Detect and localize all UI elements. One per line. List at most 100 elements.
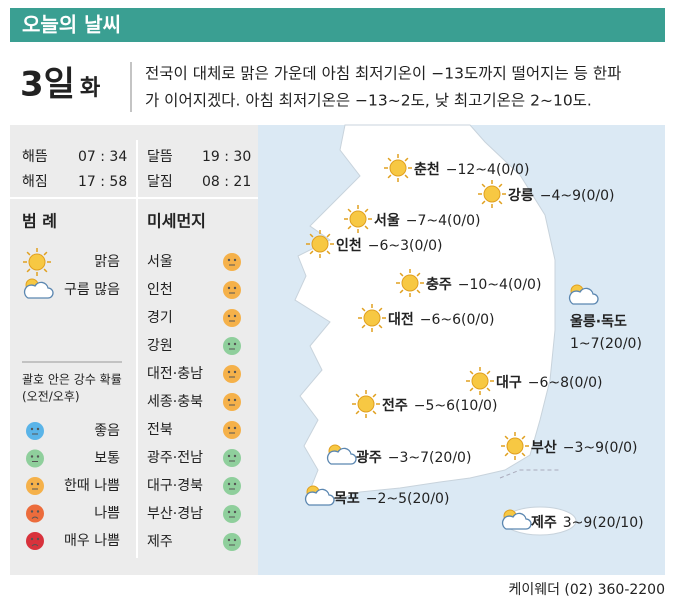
- eye: [30, 427, 34, 431]
- eye: [233, 454, 237, 458]
- sun-icon: [344, 205, 372, 233]
- grade-label: 좋음: [94, 423, 120, 439]
- city-name: 광주: [356, 449, 382, 466]
- dust-region: 대구·경북: [147, 478, 203, 494]
- sun-ray: [326, 250, 331, 255]
- eye: [227, 538, 231, 542]
- sun-ray: [469, 370, 474, 375]
- eye: [233, 398, 237, 402]
- face: [223, 421, 241, 439]
- dust-region: 부산·경남: [147, 506, 203, 522]
- sun-ray: [43, 251, 48, 256]
- eye: [227, 482, 231, 486]
- face: [26, 449, 44, 468]
- sun-disc: [357, 395, 375, 413]
- eye: [233, 314, 237, 318]
- sun-ray: [404, 174, 409, 179]
- face: [26, 504, 44, 523]
- city-value: −10~4(0/0): [458, 277, 542, 293]
- eye: [30, 455, 34, 458]
- sun-ray: [486, 370, 491, 375]
- eye: [36, 482, 40, 486]
- eye: [227, 426, 231, 430]
- sun-ray: [387, 157, 392, 162]
- face: [26, 477, 44, 495]
- city-value: −6~8(0/0): [528, 375, 603, 391]
- city-value: −6~3(0/0): [368, 238, 443, 254]
- face: [26, 422, 44, 440]
- sun-ray: [399, 272, 404, 277]
- sun-ray: [378, 307, 383, 312]
- face: [223, 253, 241, 271]
- dust-face: [26, 477, 44, 495]
- sun-ray: [372, 393, 377, 398]
- dust-face: [223, 505, 241, 523]
- sun-ray: [481, 183, 486, 188]
- city-value: 1~7(20/0): [570, 336, 642, 352]
- eye: [36, 510, 40, 513]
- city-name: 목포: [334, 491, 360, 507]
- summary: 전국이 대체로 맑은 가운데 아침 최저기온이 −13도까지 떨어지는 등 한파: [145, 65, 621, 83]
- cloud-icon: [568, 287, 599, 305]
- cloud-icon: [326, 447, 357, 465]
- eye: [233, 258, 237, 262]
- sun-ray: [355, 410, 360, 415]
- dust-region: 세종·충북: [147, 394, 203, 410]
- eye: [36, 537, 40, 541]
- city-name: 제주: [531, 515, 557, 531]
- sun-disc: [311, 235, 329, 253]
- sun-ray: [498, 183, 503, 188]
- legend-label: 구름 많음: [64, 282, 120, 298]
- sun-disc: [401, 274, 419, 292]
- sun-disc: [28, 253, 46, 271]
- dust-title: 미세먼지: [147, 212, 206, 231]
- cloud-icon: [501, 512, 532, 530]
- mouth: [31, 544, 39, 547]
- dust-face: [223, 449, 241, 467]
- moon-label: 달뜸: [147, 149, 173, 165]
- city-name: 강릉: [508, 187, 534, 204]
- day: 3일: [20, 65, 75, 105]
- dust-face: [223, 533, 241, 551]
- legend-label: 맑음: [94, 254, 120, 270]
- grade-label: 매우 나쁨: [64, 533, 120, 549]
- moon-time: 08 : 21: [202, 174, 251, 190]
- sun-ray: [399, 289, 404, 294]
- moon-label: 달짐: [147, 174, 173, 190]
- mouth: [31, 516, 39, 519]
- cloud-icon: [304, 488, 335, 506]
- city-name: 대전: [388, 311, 414, 328]
- eye: [233, 286, 237, 290]
- dust-region: 경기: [147, 310, 173, 326]
- eye: [227, 454, 231, 458]
- legend-title: 범 례: [22, 212, 57, 231]
- sun-ray: [26, 251, 31, 256]
- cloud-icon: [23, 281, 54, 299]
- sun-ray: [361, 307, 366, 312]
- dust-region: 광주·전남: [147, 450, 203, 466]
- sun-ray: [486, 387, 491, 392]
- sun-ray: [347, 208, 352, 213]
- sun-ray: [416, 289, 421, 294]
- sun-icon: [501, 432, 529, 460]
- sun-icon: [23, 248, 51, 276]
- face: [223, 533, 241, 551]
- city-name: 울릉·독도: [570, 313, 627, 330]
- city-name: 춘천: [414, 162, 440, 178]
- city-value: −5~6(10/0): [414, 398, 498, 414]
- sun-ray: [481, 200, 486, 205]
- sun-icon: [466, 367, 494, 395]
- sun-ray: [364, 225, 369, 230]
- sun-ray: [521, 452, 526, 457]
- city-value: −2~5(20/0): [366, 491, 450, 507]
- eye: [36, 427, 40, 431]
- eye: [30, 482, 34, 486]
- face: [223, 309, 241, 327]
- city-name: 부산: [531, 439, 557, 456]
- eye: [227, 314, 231, 318]
- face: [223, 449, 241, 467]
- city-value: −4~9(0/0): [540, 188, 615, 204]
- dust-face: [223, 421, 241, 439]
- dust-region: 서울: [147, 254, 173, 270]
